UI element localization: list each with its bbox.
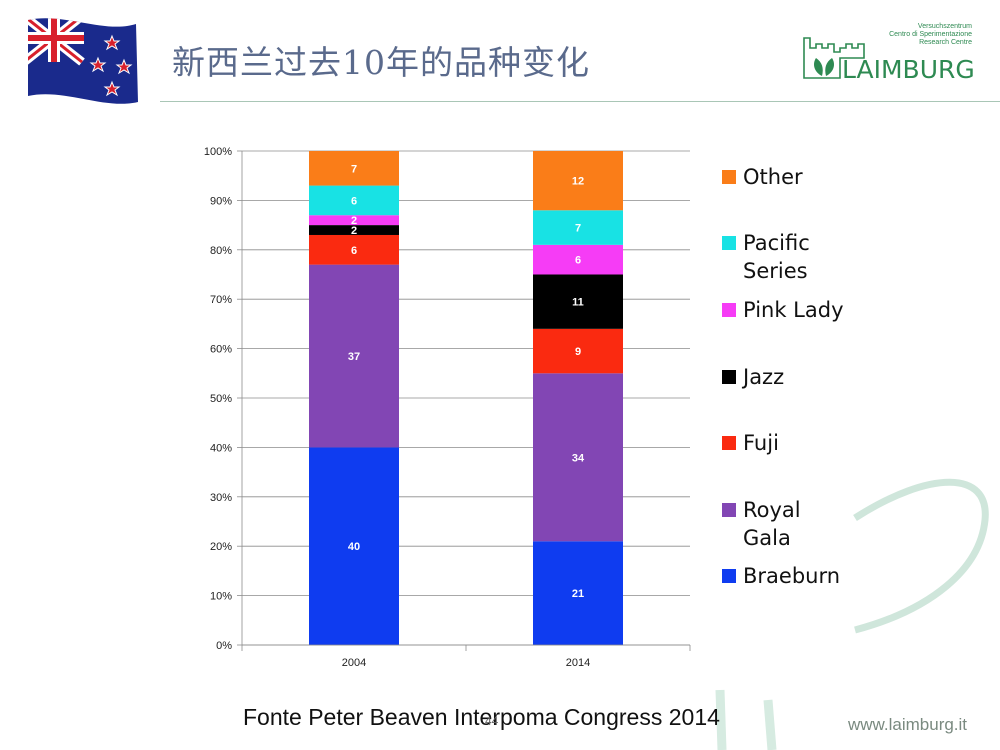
chart-bars: 40 37 6 22 6 7 21 34 9 11 6 7 12 [309, 151, 623, 645]
bar-segment-other-2014 [533, 151, 623, 211]
bar-segment-other-2004 [309, 151, 399, 186]
data-label: 6 [575, 255, 581, 267]
x-tick-label: 2004 [342, 657, 366, 669]
logo-line-3: Research Centre [919, 39, 972, 46]
y-tick-label: 100% [204, 146, 232, 158]
logo-line-1: Versuchszentrum [917, 23, 972, 30]
chart-legend: Other Pacific Series Pink Lady Jazz Fuji Royal… [722, 165, 844, 588]
y-tick-label: 20% [210, 541, 232, 553]
data-label: 9 [575, 346, 581, 358]
y-tick-label: 60% [210, 344, 232, 356]
data-label: 6 [351, 195, 357, 207]
footer-website-link[interactable]: www.laimburg.it [848, 715, 968, 734]
y-axis: 0% 10% 20% 30% 40% 50% 60% 70% 80% 90% 100% [204, 146, 243, 652]
bar-segment-jazz-2004 [309, 225, 399, 235]
data-label: 11 [572, 297, 584, 309]
bar-segment-pink-lady-2014 [533, 244, 623, 275]
y-tick-label: 0% [216, 640, 232, 652]
source-citation: Fonte Peter Beaven Interpoma Congress 20… [243, 704, 720, 730]
y-tick-label: 70% [210, 294, 232, 306]
y-tick-label: 50% [210, 393, 232, 405]
legend-swatch-fuji [722, 436, 736, 450]
new-zealand-flag-icon [28, 18, 138, 104]
data-label: 21 [572, 588, 584, 600]
logo-line-2: Centro di Sperimentazione [889, 31, 972, 38]
bar-segment-braeburn-2004 [309, 447, 399, 645]
data-label: 7 [351, 163, 357, 175]
y-tick-label: 40% [210, 442, 232, 454]
legend-label-pacific-series: Pacific Series [743, 231, 810, 283]
bar-segment-royal-gala-2004 [309, 264, 399, 448]
bar-segment-braeburn-2014 [533, 541, 623, 645]
laimburg-logo [803, 37, 865, 79]
y-tick-label: 10% [210, 591, 232, 603]
data-label: 2 [351, 215, 357, 227]
logo-wordmark: LAIMBURG [842, 55, 975, 84]
data-label: 34 [572, 452, 585, 464]
y-tick-label: 30% [210, 492, 232, 504]
bar-segment-fuji-2004 [309, 234, 399, 265]
legend-swatch-royal-gala [722, 503, 736, 517]
bar-segment-pacific-series-2014 [533, 210, 623, 245]
bar-segment-fuji-2014 [533, 328, 623, 374]
bar-segment-royal-gala-2014 [533, 373, 623, 542]
legend-swatch-braeburn [722, 569, 736, 583]
legend-label-other: Other [743, 165, 803, 189]
y-tick-label: 80% [210, 245, 232, 257]
data-label: 6 [351, 245, 357, 257]
x-axis: 2004 2014 [241, 644, 691, 669]
data-label: 12 [572, 176, 584, 188]
legend-label-jazz: Jazz [741, 365, 784, 389]
bar-segment-pink-lady-2004 [309, 215, 399, 226]
bar-segment-jazz-2014 [533, 274, 623, 329]
legend-swatch-pacific-series [722, 236, 736, 250]
data-label: 40 [348, 541, 360, 553]
legend-label-pink-lady: Pink Lady [743, 298, 844, 322]
legend-swatch-jazz [722, 370, 736, 384]
data-label: 37 [348, 351, 360, 363]
bar-segment-pacific-series-2004 [309, 185, 399, 216]
header-divider [160, 101, 1000, 102]
y-tick-label: 90% [210, 195, 232, 207]
legend-label-braeburn: Braeburn [743, 564, 840, 588]
data-label: 2 [351, 225, 357, 237]
page-title: 新西兰过去10年的品种变化 [172, 43, 590, 82]
legend-swatch-other [722, 170, 736, 184]
data-label: 7 [575, 223, 581, 235]
legend-label-royal-gala: Royal Gala [743, 498, 801, 550]
x-tick-label: 2014 [566, 657, 590, 669]
legend-label-fuji: Fuji [743, 431, 779, 455]
page-number: 44 [485, 714, 499, 728]
legend-swatch-pink-lady [722, 303, 736, 317]
